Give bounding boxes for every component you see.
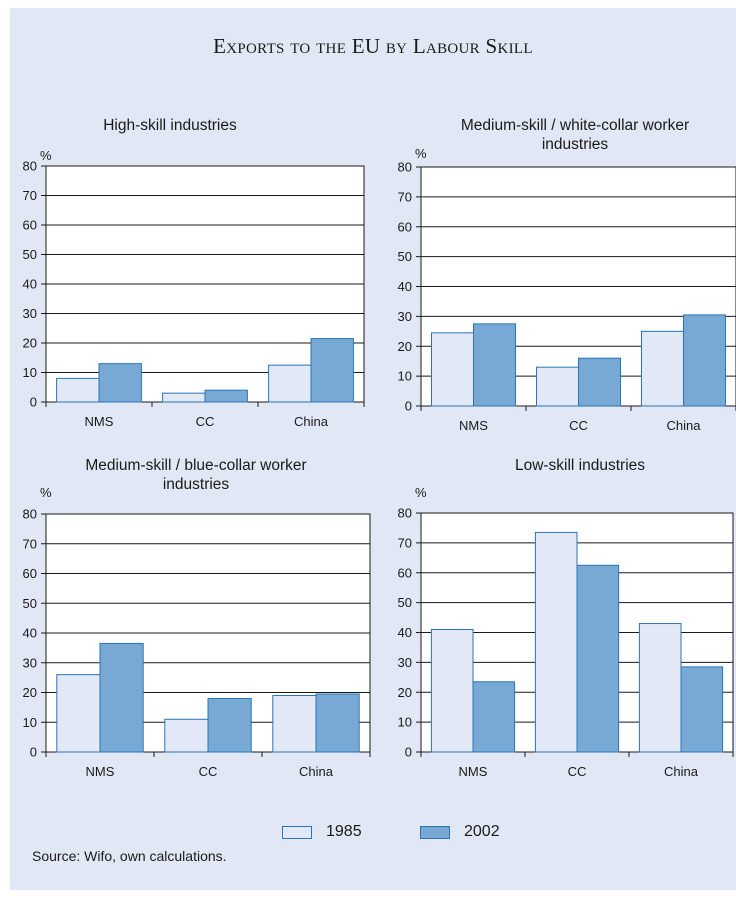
bar-1985-nms xyxy=(430,629,474,753)
x-tick-label: NMS xyxy=(85,414,114,429)
y-axis-label: % xyxy=(40,485,52,500)
legend-label-2002: 2002 xyxy=(464,823,500,840)
bar-1985-nms xyxy=(56,377,100,403)
y-tick-label: 30 xyxy=(23,306,37,321)
y-tick-label: 80 xyxy=(23,507,37,522)
y-axis-label: % xyxy=(40,148,52,163)
bar-2002-cc xyxy=(204,389,248,403)
bar-2002-cc xyxy=(578,357,621,407)
x-tick-label: NMS xyxy=(459,418,488,433)
y-tick-label: 70 xyxy=(23,536,37,551)
y-tick-label: 60 xyxy=(398,565,412,580)
x-tick-label: CC xyxy=(569,418,588,433)
y-tick-label: 70 xyxy=(398,189,412,204)
y-tick-label: 70 xyxy=(398,535,412,550)
y-tick-label: 80 xyxy=(398,160,412,175)
bar-1985-china xyxy=(272,694,317,753)
x-tick-label: CC xyxy=(568,764,587,779)
y-tick-label: 40 xyxy=(398,279,412,294)
y-tick-label: 40 xyxy=(23,626,37,641)
bar-2002-nms xyxy=(473,323,516,407)
chart-title: Low-skill industries xyxy=(515,457,645,474)
bar-2002-china xyxy=(683,314,726,407)
y-tick-label: 10 xyxy=(23,715,37,730)
bar-2002-nms xyxy=(98,363,142,403)
legend-swatch-2002 xyxy=(420,826,450,839)
x-tick-label: China xyxy=(294,414,329,429)
y-tick-label: 30 xyxy=(23,655,37,670)
bar-1985-nms xyxy=(56,674,101,753)
y-tick-label: 30 xyxy=(398,309,412,324)
bar-2002-nms xyxy=(472,681,516,753)
chart-title: Medium-skill / white-collar worker indust… xyxy=(461,117,689,153)
y-tick-label: 0 xyxy=(405,745,412,760)
y-tick-label: 0 xyxy=(30,745,37,760)
y-tick-label: 50 xyxy=(398,249,412,264)
bar-1985-cc xyxy=(534,531,578,753)
y-tick-label: 20 xyxy=(398,339,412,354)
y-tick-label: 40 xyxy=(398,625,412,640)
bar-1985-china xyxy=(638,623,682,753)
y-tick-label: 50 xyxy=(23,247,37,262)
y-tick-label: 30 xyxy=(398,655,412,670)
y-tick-label: 50 xyxy=(398,595,412,610)
bar-2002-china xyxy=(315,693,360,753)
x-tick-label: CC xyxy=(196,414,215,429)
figure-title: Exports to the EU by Labour Skill xyxy=(213,34,533,58)
y-tick-label: 20 xyxy=(23,336,37,351)
y-axis-label: % xyxy=(415,485,427,500)
y-tick-label: 80 xyxy=(23,159,37,174)
y-tick-label: 40 xyxy=(23,277,37,292)
bar-1985-cc xyxy=(162,392,206,403)
chart-4: 0 10 20 30 40 50 60 70 80% Low-skill industries NM… xyxy=(398,457,734,779)
y-tick-label: 10 xyxy=(398,715,412,730)
bar-2002-china xyxy=(680,666,724,753)
x-tick-label: China xyxy=(299,764,334,779)
bar-1985-nms xyxy=(431,332,474,407)
source-note: Source: Wifo, own calculations. xyxy=(32,848,227,864)
chart-title: Medium-skill / blue-collar worker industr… xyxy=(85,457,306,493)
x-tick-label: China xyxy=(667,418,702,433)
y-tick-label: 50 xyxy=(23,596,37,611)
x-tick-label: CC xyxy=(199,764,218,779)
chart-title: High-skill industries xyxy=(103,117,237,134)
y-tick-label: 60 xyxy=(398,219,412,234)
y-tick-label: 10 xyxy=(398,369,412,384)
y-tick-label: 20 xyxy=(398,685,412,700)
x-tick-label: NMS xyxy=(86,764,115,779)
chart-3: 0 10 20 30 40 50 60 70 80% Medium-skill / blue-co… xyxy=(23,457,371,779)
chart-1: 0 10 20 30 40 50 60 70 80% High-skill industries N… xyxy=(23,117,365,429)
legend: 1985 2002 xyxy=(0,822,736,852)
x-tick-label: China xyxy=(664,764,699,779)
y-tick-label: 0 xyxy=(405,399,412,414)
y-tick-label: 80 xyxy=(398,506,412,521)
y-tick-label: 10 xyxy=(23,365,37,380)
y-tick-label: 20 xyxy=(23,685,37,700)
bar-2002-china xyxy=(310,338,354,403)
bar-2002-cc xyxy=(576,564,620,753)
bar-1985-cc xyxy=(164,718,209,753)
y-tick-label: 60 xyxy=(23,566,37,581)
bar-1985-china xyxy=(268,364,312,403)
chart-2: 0 10 20 30 40 50 60 70 80% Medium-skill / white-c… xyxy=(398,117,736,433)
y-tick-label: 0 xyxy=(30,395,37,410)
bar-2002-nms xyxy=(99,642,144,753)
bar-1985-china xyxy=(641,330,684,407)
bar-1985-cc xyxy=(536,366,579,407)
legend-swatch-1985 xyxy=(282,826,312,839)
bar-2002-cc xyxy=(207,697,252,753)
y-axis-label: % xyxy=(415,146,427,161)
y-tick-label: 60 xyxy=(23,218,37,233)
x-tick-label: NMS xyxy=(459,764,488,779)
legend-label-1985: 1985 xyxy=(326,823,362,840)
y-tick-label: 70 xyxy=(23,188,37,203)
